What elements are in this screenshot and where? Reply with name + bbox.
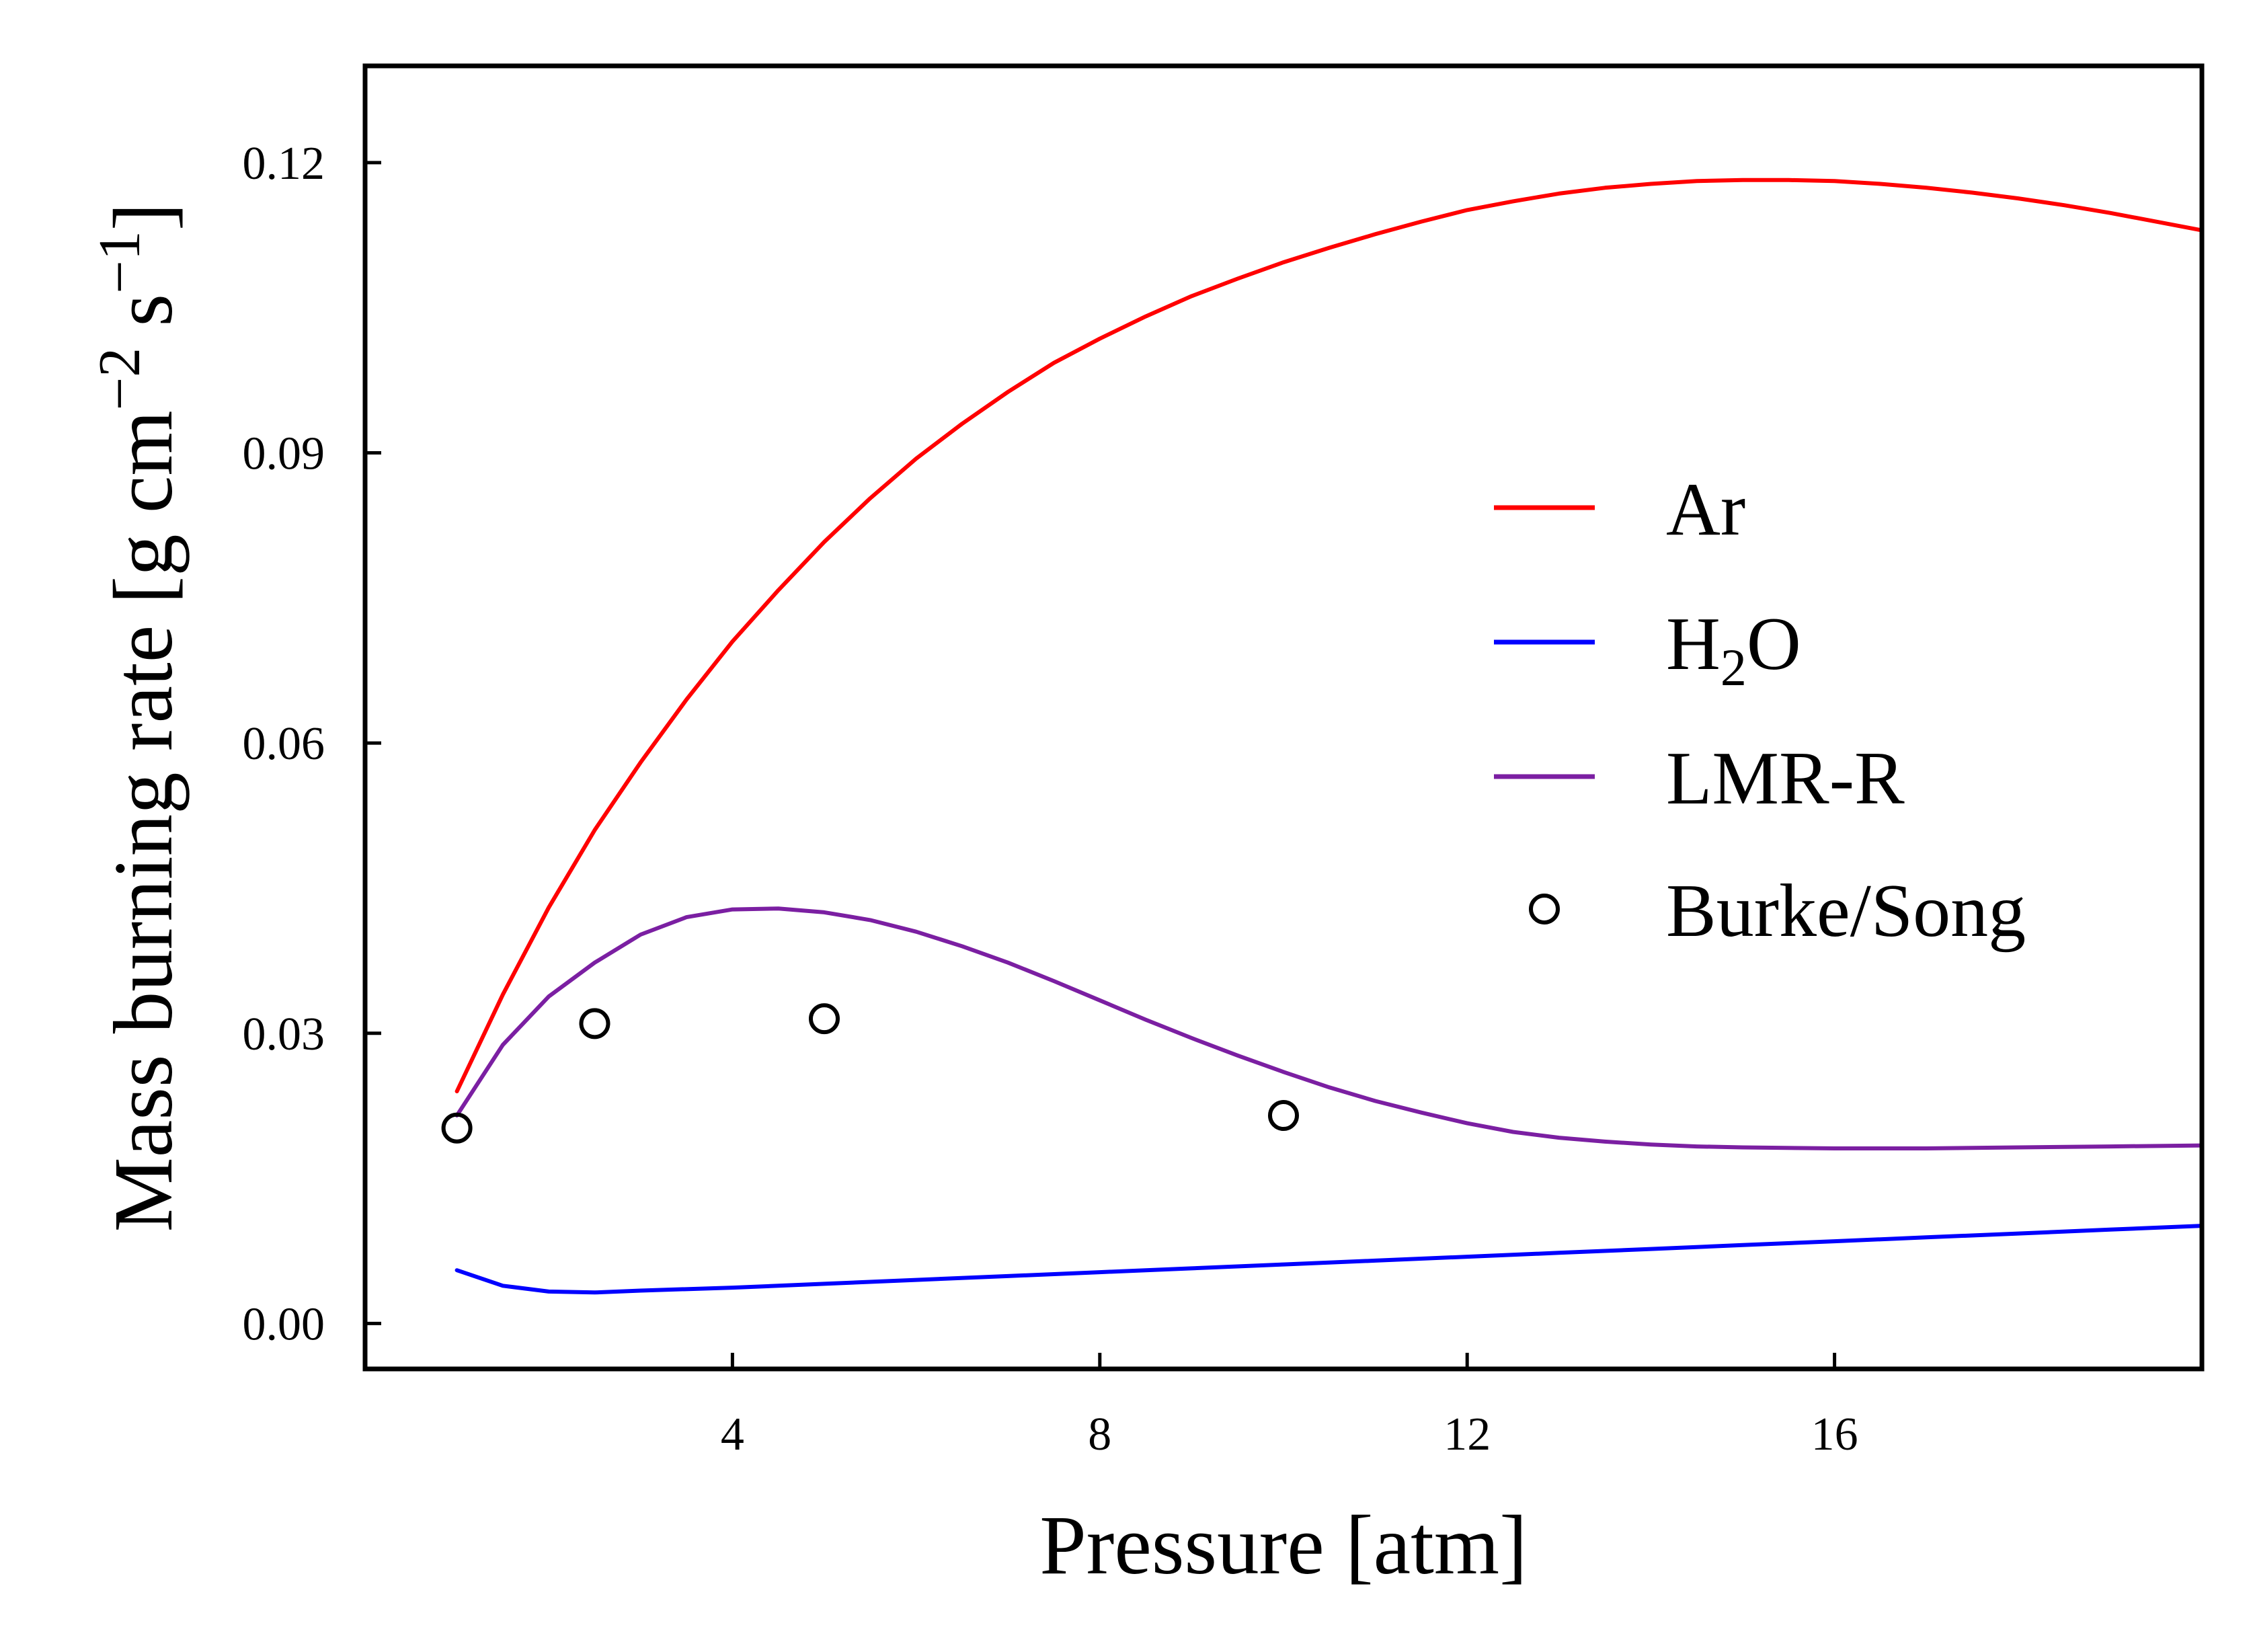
legend-label-burke-song: Burke/Song	[1666, 869, 2026, 953]
legend-marker-burke-song	[1529, 894, 1560, 925]
y-tick-label: 0.03	[243, 1009, 325, 1060]
y-tick-label: 0.06	[243, 718, 325, 770]
x-tick-label: 12	[1444, 1409, 1491, 1460]
data-point-burke-song	[579, 1008, 610, 1039]
legend-label-h2o-main: H	[1666, 602, 1721, 686]
data-point-burke-song	[441, 1112, 473, 1144]
legend-label-h2o: H2O	[1666, 602, 1801, 697]
y-axis-title-sup-1: −2	[87, 348, 153, 411]
legend-label-ar: Ar	[1666, 468, 1745, 551]
legend-entry-h2o: H2O	[1494, 602, 1801, 697]
legend-entry-ar: Ar	[1494, 468, 1745, 551]
legend-label-lmr-r: LMR-R	[1666, 737, 1905, 820]
data-point-burke-song	[809, 1003, 840, 1035]
x-axis-ticks: 4 8 12 16	[721, 1353, 1858, 1460]
series-line-ar	[454, 178, 2202, 1094]
y-tick-label: 0.00	[243, 1298, 325, 1350]
y-tick-label: 0.09	[243, 428, 325, 480]
y-axis-title: Mass burning rate [g cm−2 s−1]	[87, 203, 190, 1232]
y-axis-title-sup-2: −1	[87, 231, 153, 294]
y-axis-ticks: 0.00 0.03 0.06 0.09 0.12	[243, 138, 381, 1350]
series-line-lmr-r	[454, 906, 2202, 1150]
legend-label-h2o-sub: 2	[1721, 638, 1747, 697]
x-axis-title: Pressure [atm]	[1039, 1499, 1527, 1592]
y-axis-title-main: Mass burning rate [g cm	[97, 410, 190, 1232]
series-layer	[441, 178, 2202, 1295]
data-point-burke-song	[1268, 1100, 1299, 1132]
plot-frame	[362, 63, 2205, 1372]
x-tick-label: 16	[1811, 1409, 1858, 1460]
series-line-h	[454, 1224, 2202, 1295]
y-axis-title-end: ]	[97, 203, 190, 231]
x-tick-label: 8	[1088, 1409, 1111, 1460]
legend: Ar H2O LMR-R Burke/Song	[1494, 468, 2026, 953]
y-axis-title-mid: s	[97, 294, 190, 348]
x-tick-label: 4	[721, 1409, 744, 1460]
legend-entry-lmr-r: LMR-R	[1494, 737, 1905, 820]
legend-entry-burke-song: Burke/Song	[1529, 869, 2026, 953]
legend-label-h2o-end: O	[1747, 602, 1801, 686]
y-tick-label: 0.12	[243, 138, 325, 190]
